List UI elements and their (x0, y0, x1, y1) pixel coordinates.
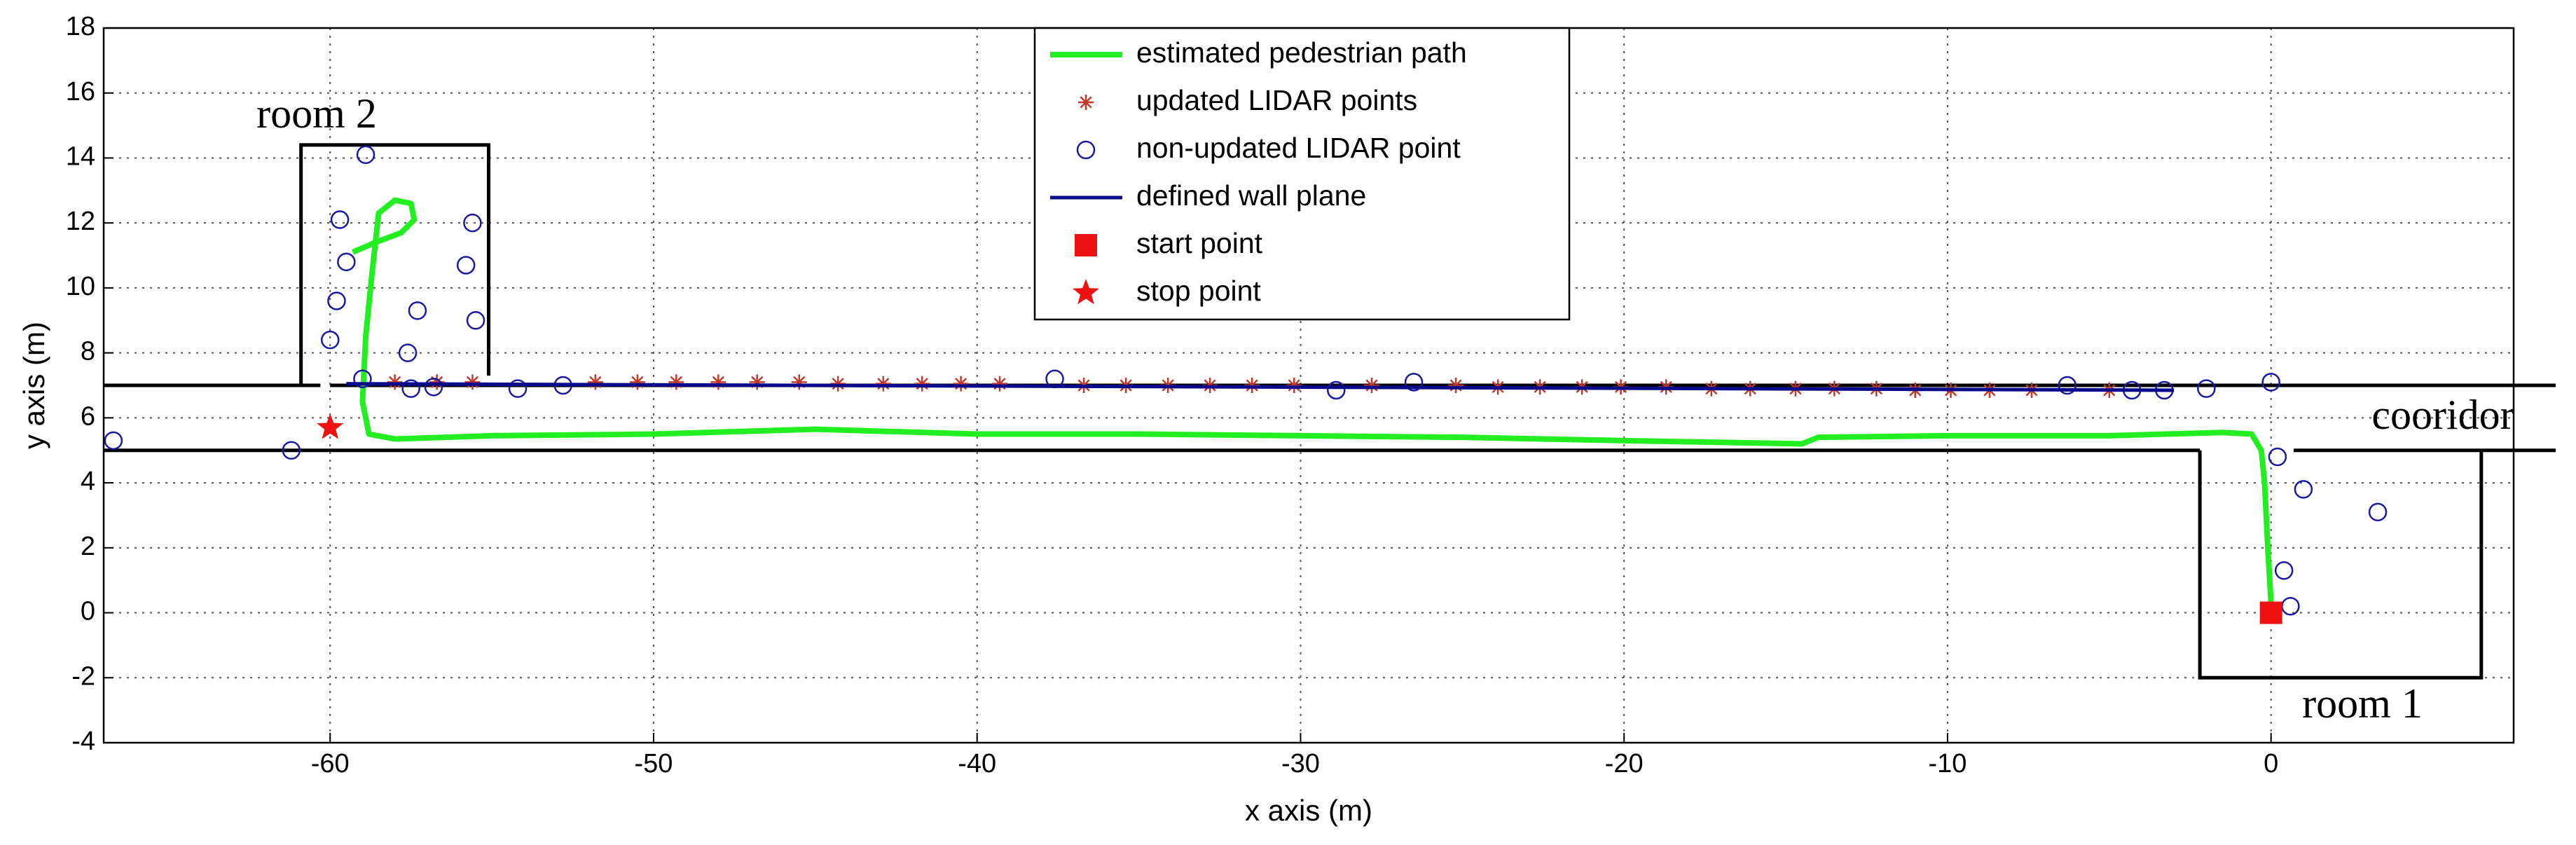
circle-marker (330, 210, 350, 229)
y-tick-label: 2 (81, 532, 95, 561)
square-marker (2259, 601, 2282, 624)
circle-marker (456, 256, 476, 275)
y-tick-label: 8 (81, 337, 95, 366)
y-axis-label: y axis (m) (18, 322, 50, 449)
y-tick-label: 6 (81, 401, 95, 431)
asterisk-marker (791, 374, 807, 390)
circle-marker (356, 145, 376, 165)
asterisk-marker (953, 376, 969, 392)
x-tick-label: -40 (958, 749, 996, 778)
asterisk-marker (875, 376, 891, 392)
legend-label: stop point (1136, 275, 1261, 307)
circle-marker (1404, 373, 1424, 392)
y-tick-label: 16 (66, 77, 95, 107)
y-tick-label: 10 (66, 272, 95, 301)
legend-label: defined wall plane (1136, 179, 1366, 212)
asterisk-marker (992, 376, 1008, 392)
legend-box (1033, 27, 1571, 321)
wall-outline (2198, 450, 2484, 680)
legend: estimated pedestrian path updated LIDAR p… (1033, 27, 1571, 321)
circle-marker (320, 330, 340, 350)
legend-label: estimated pedestrian path (1136, 36, 1467, 69)
square-marker (1075, 234, 1097, 256)
asterisk-marker (387, 374, 403, 390)
x-tick-label: -50 (635, 749, 673, 778)
annotation: room 2 (256, 90, 377, 137)
circle-marker (408, 301, 427, 320)
circle-marker (1326, 380, 1346, 400)
circle-marker (424, 378, 443, 397)
circle-marker (2368, 502, 2388, 522)
legend-label: non-updated LIDAR point (1136, 132, 1461, 164)
circle-marker (2268, 447, 2287, 467)
circle-marker (1076, 140, 1096, 160)
circle-marker (463, 213, 482, 233)
legend-label: updated LIDAR points (1136, 84, 1417, 116)
annotation: cooridor (2371, 392, 2514, 438)
y-tick-label: 4 (81, 467, 95, 496)
x-axis-label: x axis (m) (1245, 794, 1372, 827)
asterisk-marker (668, 374, 684, 390)
circle-marker (401, 379, 420, 398)
legend-label: start point (1136, 227, 1263, 259)
circle-marker (282, 441, 301, 460)
x-tick-label: -30 (1281, 749, 1320, 778)
asterisk-marker (587, 374, 603, 390)
series-line (351, 197, 2274, 603)
asterisk-marker (1078, 95, 1094, 110)
asterisk-marker (464, 374, 481, 390)
circle-marker (2058, 376, 2077, 395)
circle-marker (104, 431, 123, 451)
circle-marker (2294, 480, 2313, 499)
asterisk-marker (749, 374, 765, 390)
x-tick-label: -10 (1928, 749, 1967, 778)
asterisk-stroke (388, 376, 401, 388)
annotation: room 1 (2302, 680, 2423, 727)
x-tick-label: -20 (1605, 749, 1644, 778)
circle-marker (398, 343, 418, 362)
x-tick-label: 0 (2264, 749, 2278, 778)
x-tick-label: -60 (311, 749, 350, 778)
star-marker (1073, 279, 1099, 305)
circle-marker (2281, 597, 2300, 616)
circle-marker (327, 291, 346, 310)
wall-outline (299, 143, 490, 385)
circle-marker (2197, 379, 2216, 398)
star-marker (317, 413, 344, 439)
asterisk-stroke (1080, 96, 1092, 109)
circle-marker (353, 369, 372, 388)
asterisk-marker (914, 376, 930, 392)
y-tick-label: -2 (71, 661, 95, 691)
asterisk-marker (710, 374, 726, 390)
y-tick-label: 0 (81, 597, 95, 626)
y-tick-label: 12 (66, 207, 95, 236)
asterisk-marker (1364, 378, 1380, 393)
y-tick-label: -4 (71, 727, 95, 756)
circle-marker (2274, 561, 2294, 580)
y-tick-label: 14 (66, 142, 95, 171)
series-line (346, 382, 2175, 392)
asterisk-marker (1448, 378, 1464, 393)
y-tick-label: 18 (66, 12, 95, 41)
circle-marker (2261, 373, 2280, 392)
circle-marker (337, 252, 356, 272)
asterisk-marker (629, 374, 645, 390)
circle-marker (508, 379, 528, 398)
circle-marker (466, 311, 485, 330)
